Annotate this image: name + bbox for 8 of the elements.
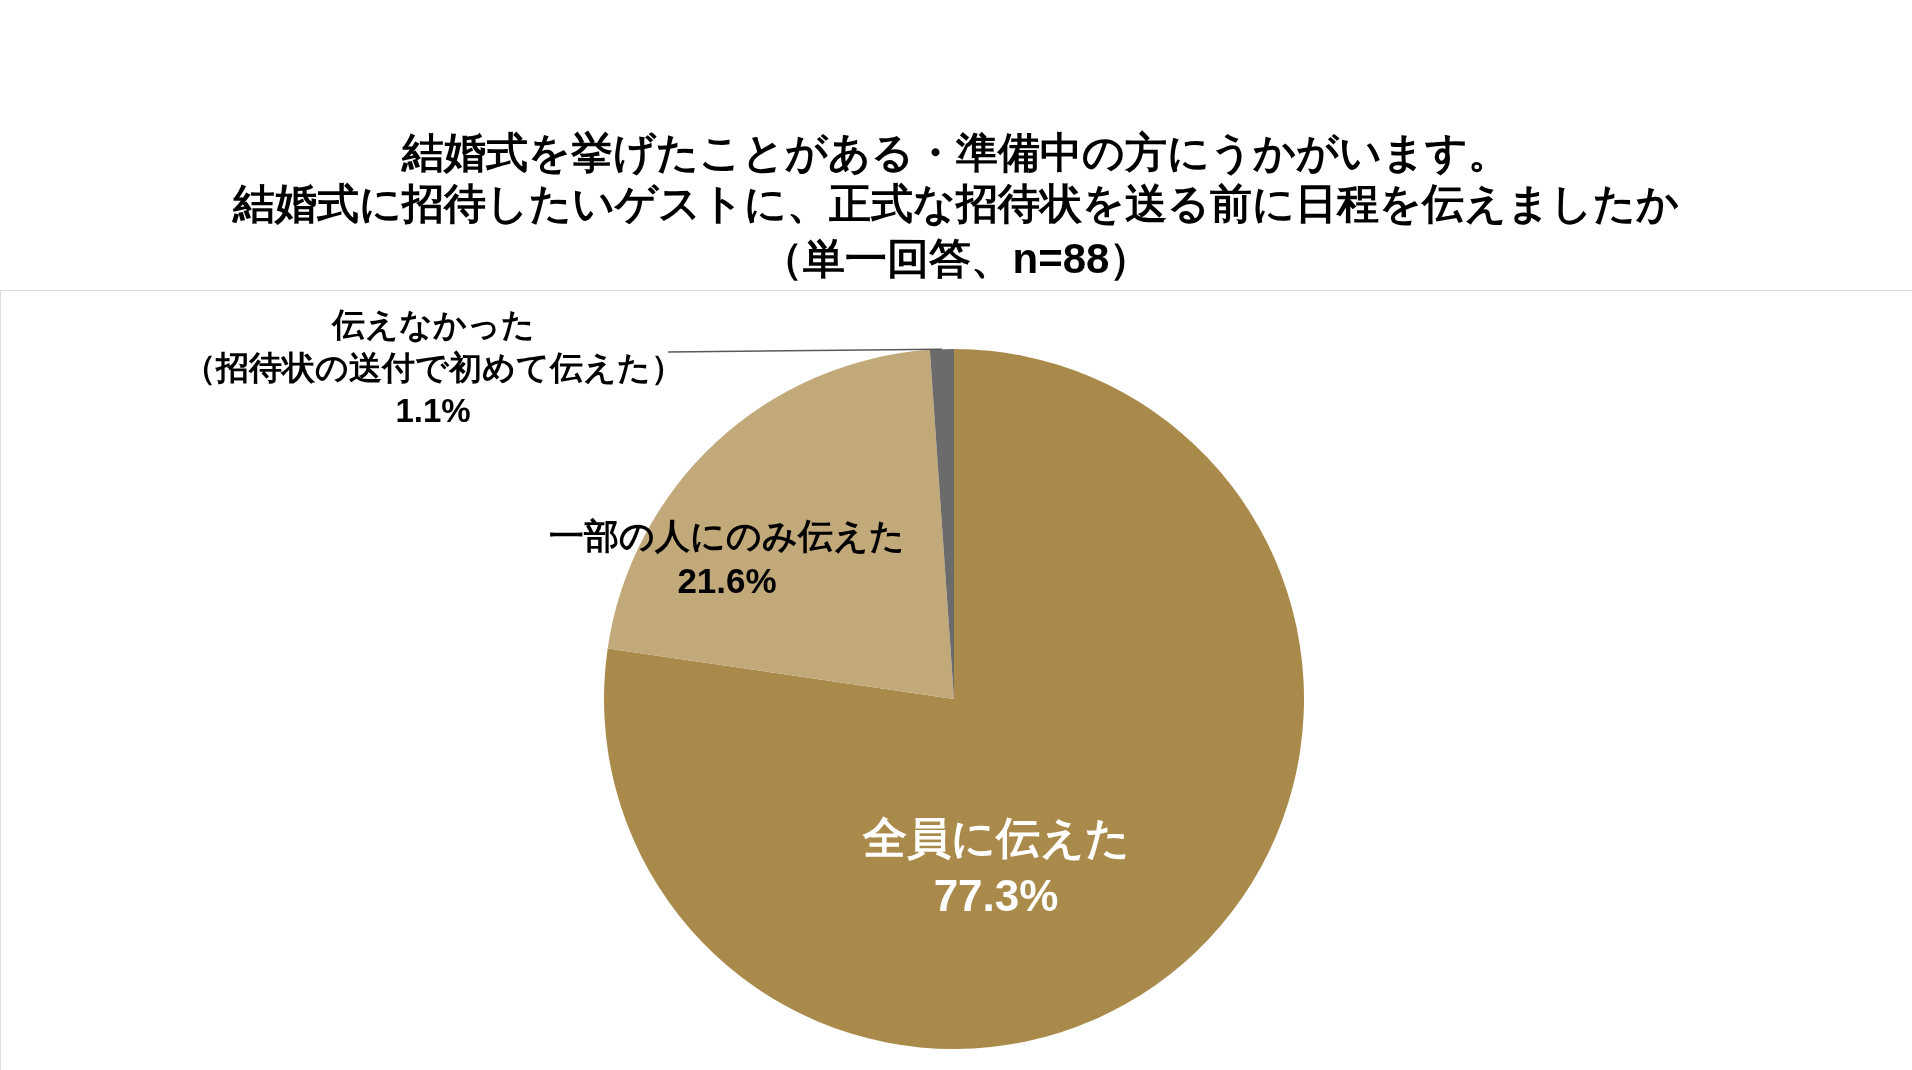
slice-label: 一部の人にのみ伝えた [549, 515, 905, 555]
slice-label: 全員に伝えた [861, 813, 1130, 862]
data-label: 77.3% [933, 871, 1059, 920]
chart-title: 結婚式を挙げたことがある・準備中の方にうかがいます。結婚式に招待したいゲストに、正式な招待状を送る前に日程を伝えましたか [231, 129, 1679, 227]
data-label: 21.6% [677, 560, 777, 600]
data-label: 1.1% [395, 392, 471, 429]
slice-label: 伝えなかった（招待状の送付で初めて伝えた） [182, 306, 684, 386]
chart-subtitle: （単一回答、n=88） [760, 235, 1152, 282]
